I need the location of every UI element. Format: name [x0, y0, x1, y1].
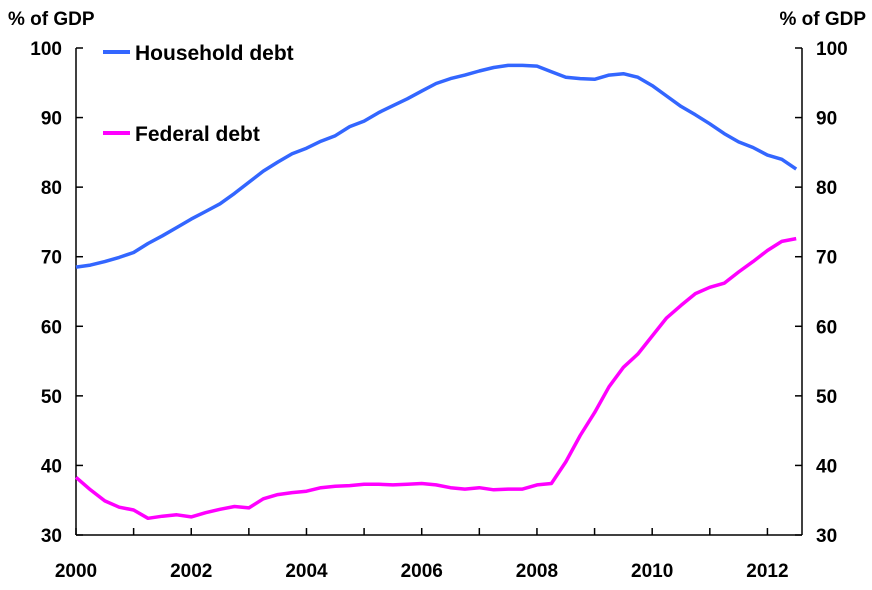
x-tick-label: 2012	[746, 561, 788, 582]
axes: 30 30 40 40 50 50 60 60 70 70 80 80 90 90 100 100 2000 20…	[30, 39, 847, 582]
y-tick-label-left: 60	[41, 317, 62, 338]
x-tick-label: 2008	[516, 561, 558, 582]
left-axis-unit: % of GDP	[8, 9, 95, 30]
y-tick-label-left: 80	[41, 178, 62, 199]
y-tick-label-right: 80	[816, 178, 837, 199]
y-tick-label-right: 60	[816, 317, 837, 338]
y-tick-label-right: 50	[816, 387, 837, 408]
y-tick-label-right: 30	[816, 526, 837, 547]
x-tick-label: 2006	[401, 561, 443, 582]
y-tick-label-right: 90	[816, 109, 837, 130]
legend-label: Household debt	[135, 42, 294, 65]
right-axis-unit: % of GDP	[779, 9, 866, 30]
y-tick-label-left: 90	[41, 109, 62, 130]
y-tick-label-right: 40	[816, 456, 837, 477]
y-tick-label-left: 30	[41, 526, 62, 547]
y-tick-label-left: 50	[41, 387, 62, 408]
x-tick-label: 2000	[55, 561, 97, 582]
series-line-federal-debt	[74, 236, 797, 521]
y-tick-label-right: 70	[816, 248, 837, 269]
y-tick-label-left: 100	[30, 39, 62, 60]
y-tick-label-left: 40	[41, 456, 62, 477]
series-line-household-debt	[75, 63, 798, 269]
legend: Household debt Federal debt	[103, 42, 294, 146]
x-tick-label: 2002	[170, 561, 212, 582]
series-layer	[74, 63, 798, 521]
x-tick-label: 2004	[285, 561, 328, 582]
x-tick-label: 2010	[631, 561, 673, 582]
legend-label: Federal debt	[135, 123, 260, 146]
y-tick-label-right: 100	[816, 39, 848, 60]
y-tick-label-left: 70	[41, 248, 62, 269]
